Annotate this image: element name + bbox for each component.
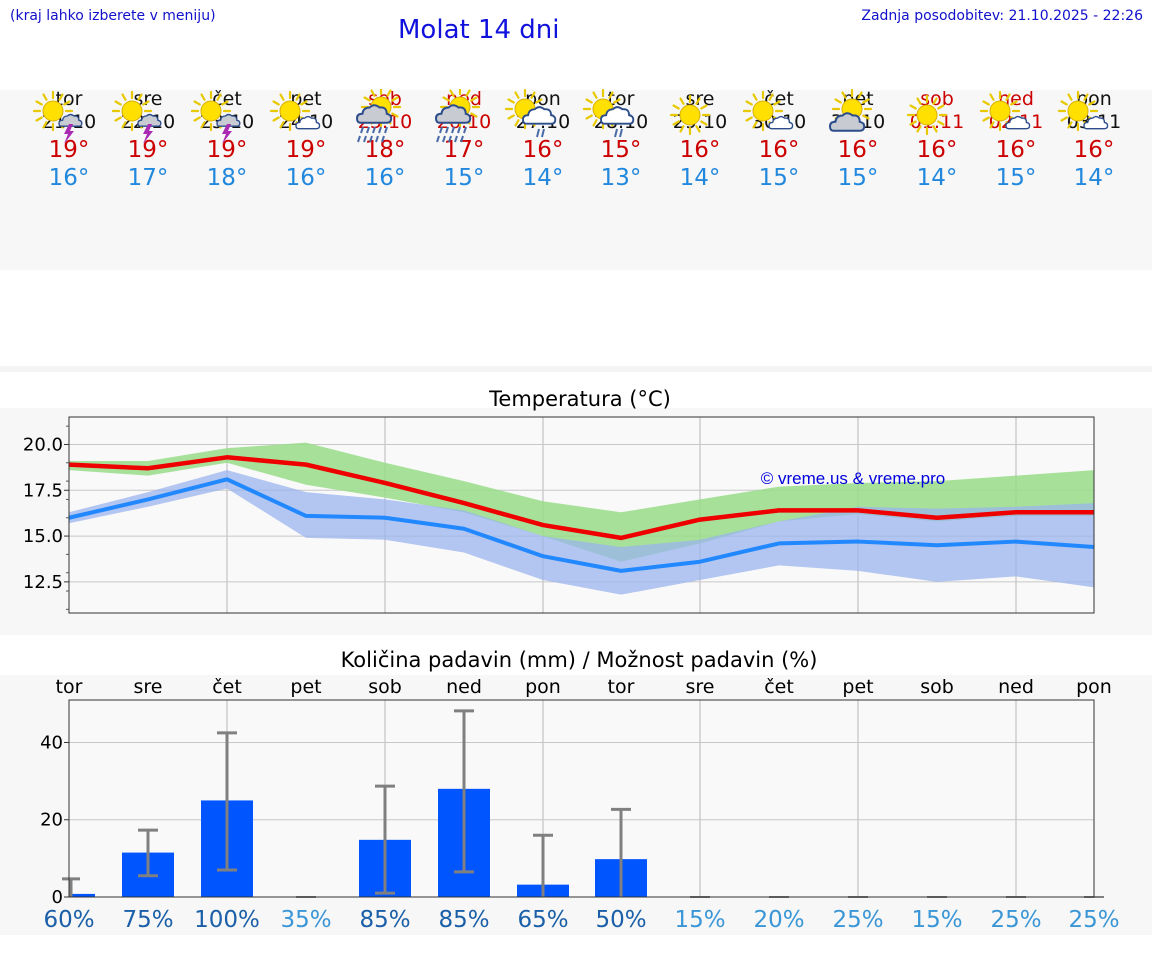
max-temperature: 19° — [48, 137, 90, 163]
max-temperature: 16° — [1073, 137, 1115, 163]
precipitation-chart-title: Količina padavin (mm) / Možnost padavin … — [340, 648, 818, 672]
day-column: čet23.10 19°18° — [187, 88, 267, 192]
max-temperature: 19° — [285, 137, 327, 163]
daily-forecast-panel — [0, 90, 1152, 270]
min-temperature: 14° — [916, 165, 958, 191]
x-category-label: čet — [764, 676, 794, 698]
day-column: pon27.10 16°14° — [503, 88, 583, 192]
x-category-label: ned — [998, 676, 1034, 698]
day-column: pon03.11 16°14° — [1054, 88, 1134, 192]
min-temperature: 14° — [1073, 165, 1115, 191]
tmin-line — [68, 477, 1095, 573]
precip-probability-label: 20% — [753, 907, 804, 933]
min-temperature: 17° — [127, 165, 169, 191]
max-temperature: 16° — [837, 137, 879, 163]
tmin-range-band — [69, 470, 1094, 595]
x-category-label: ned — [446, 676, 482, 698]
max-temperature: 19° — [127, 137, 169, 163]
precip-probability-label: 85% — [359, 907, 410, 933]
min-temperature: 13° — [600, 165, 642, 191]
x-category-label: pet — [842, 676, 873, 698]
max-temperature: 15° — [600, 137, 642, 163]
min-temperature: 16° — [48, 165, 90, 191]
min-temperature: 14° — [679, 165, 721, 191]
precip-probability-label: 25% — [1068, 907, 1119, 933]
temperature-chart-title: Temperatura (°C) — [489, 387, 671, 411]
y-tick-label: 20 — [40, 810, 63, 831]
day-name: čet — [764, 88, 794, 110]
y-tick-label: 17.5 — [23, 480, 63, 501]
tmax-line — [68, 455, 1094, 541]
y-tick-label: 20.0 — [23, 434, 63, 455]
day-column: sob25.10 18°16° — [345, 88, 425, 192]
precip-probability-label: 35% — [280, 907, 331, 933]
min-temperature: 15° — [995, 165, 1037, 191]
precip-probability-label: 75% — [122, 907, 173, 933]
min-temperature: 14° — [522, 165, 564, 191]
min-temperature: 15° — [758, 165, 800, 191]
day-column: pet24.10 19°16° — [266, 88, 346, 192]
day-column: tor28.10 15°13° — [581, 88, 661, 192]
plot-frame — [68, 699, 1095, 898]
x-category-label: sob — [368, 676, 402, 698]
y-tick-label: 12.5 — [23, 572, 63, 593]
day-column: pet31.10 16°15° — [818, 88, 898, 192]
precip-probability-label: 100% — [194, 907, 260, 933]
max-temperature: 16° — [758, 137, 800, 163]
min-temperature: 18° — [206, 165, 248, 191]
precip-probability-label: 85% — [438, 907, 489, 933]
x-category-label: sre — [686, 676, 715, 698]
precip-probability-label: 60% — [43, 907, 94, 933]
day-column: ned02.11 16°15° — [976, 88, 1056, 192]
day-column: čet30.10 16°15° — [739, 88, 819, 192]
max-temperature: 16° — [679, 137, 721, 163]
x-category-label: pon — [1076, 676, 1112, 698]
x-category-label: sre — [134, 676, 163, 698]
location-hint: (kraj lahko izberete v meniju) — [10, 8, 216, 24]
last-updated: Zadnja posodobitev: 21.10.2025 - 22:26 — [861, 8, 1143, 24]
min-temperature: 16° — [285, 165, 327, 191]
x-category-label: tor — [56, 676, 83, 698]
day-name: tor — [607, 88, 635, 110]
precip-probability-label: 65% — [517, 907, 568, 933]
y-tick-label: 40 — [40, 732, 63, 753]
divider — [0, 366, 1152, 372]
x-category-label: čet — [212, 676, 242, 698]
precip-probability-label: 25% — [832, 907, 883, 933]
precip-probability-label: 15% — [911, 907, 962, 933]
precip-probability-label: 25% — [990, 907, 1041, 933]
x-category-label: sob — [920, 676, 954, 698]
tmax-range-band — [69, 442, 1094, 562]
precip-probability-label: 50% — [595, 907, 646, 933]
min-temperature: 16° — [364, 165, 406, 191]
day-column: ned26.10 17°15° — [424, 88, 504, 192]
day-column: sob 01.11 16° 14° — [897, 88, 977, 192]
day-name: čet — [212, 88, 242, 110]
max-temperature: 16° — [995, 137, 1037, 163]
min-temperature: 15° — [443, 165, 485, 191]
x-category-label: tor — [608, 676, 635, 698]
x-category-label: pet — [290, 676, 321, 698]
page-title: Molat 14 dni — [398, 15, 560, 45]
max-temperature: 16° — [522, 137, 564, 163]
day-column: tor21.10 19°16° — [29, 88, 109, 192]
day-column: sre 29.10 16° 14° — [660, 88, 740, 192]
y-tick-label: 15.0 — [23, 526, 63, 547]
day-column: sre22.10 19°17° — [108, 88, 188, 192]
precip-bar — [69, 893, 95, 897]
precip-probability-label: 15% — [674, 907, 725, 933]
y-tick-label: 0 — [52, 887, 63, 908]
plot-frame — [68, 416, 1095, 614]
max-temperature: 16° — [916, 137, 958, 163]
max-temperature: 17° — [443, 137, 485, 163]
max-temperature: 19° — [206, 137, 248, 163]
max-temperature: 18° — [364, 137, 406, 163]
day-name: sre — [133, 88, 163, 110]
min-temperature: 15° — [837, 165, 879, 191]
watermark: © vreme.us & vreme.pro — [761, 469, 945, 488]
x-category-label: pon — [525, 676, 561, 698]
